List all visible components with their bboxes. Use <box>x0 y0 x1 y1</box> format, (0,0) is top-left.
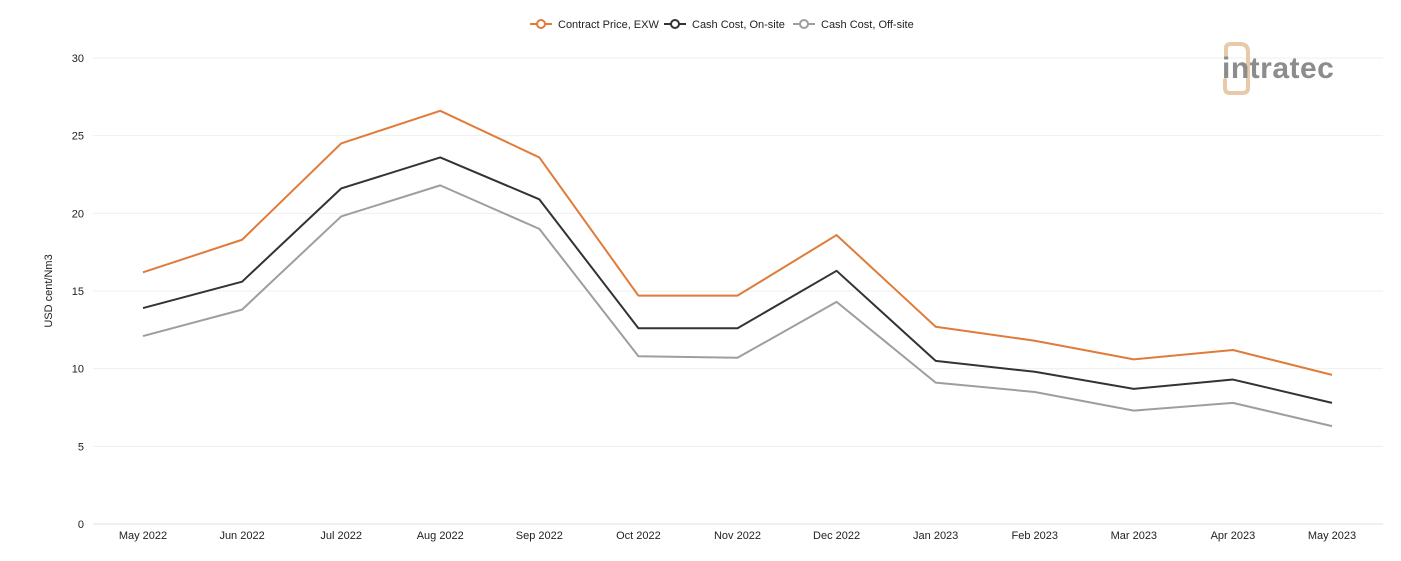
legend-label: Contract Price, EXW <box>558 19 659 31</box>
legend-item: Contract Price, EXW <box>530 19 659 31</box>
x-tick-label: Nov 2022 <box>714 530 761 542</box>
y-tick-label: 10 <box>72 364 84 376</box>
series-line-2 <box>142 156 1333 404</box>
x-axis: May 2022 Jun 2022 Jul 2022 Aug 2022 Sep 2022… <box>119 530 1356 542</box>
y-axis-label: USD cent/Nm3 <box>43 254 55 327</box>
x-tick-label: May 2022 <box>119 530 167 542</box>
legend-marker <box>536 19 546 29</box>
y-tick-label: 5 <box>78 441 84 453</box>
logo-text: intratec <box>1222 52 1334 85</box>
legend: Contract Price, EXW Cash Cost, On-site Cas… <box>530 19 914 31</box>
x-tick-label: Jan 2023 <box>913 530 958 542</box>
grid <box>93 57 1383 525</box>
legend-item: Cash Cost, Off-site <box>793 19 914 31</box>
series-lines <box>142 109 1333 428</box>
y-tick-label: 20 <box>72 208 84 220</box>
x-tick-label: May 2023 <box>1308 530 1356 542</box>
series-line-1 <box>142 109 1333 376</box>
x-tick-label: Apr 2023 <box>1211 530 1256 542</box>
x-tick-label: Dec 2022 <box>813 530 860 542</box>
x-tick-label: Feb 2023 <box>1012 530 1058 542</box>
y-tick-label: 25 <box>72 131 84 143</box>
legend-marker <box>799 19 809 29</box>
y-tick-label: 15 <box>72 286 84 298</box>
y-axis: 0 5 10 15 20 25 30 <box>72 53 84 531</box>
x-tick-label: Mar 2023 <box>1111 530 1157 542</box>
y-tick-label: 30 <box>72 53 84 65</box>
x-tick-label: Sep 2022 <box>516 530 563 542</box>
legend-label: Cash Cost, On-site <box>692 19 785 31</box>
legend-label: Cash Cost, Off-site <box>821 19 914 31</box>
x-tick-label: Oct 2022 <box>616 530 661 542</box>
x-tick-label: Jun 2022 <box>219 530 264 542</box>
intratec-logo: intratec <box>1222 42 1334 95</box>
legend-marker <box>670 19 680 29</box>
logo-mark-icon <box>1223 42 1250 95</box>
x-tick-label: Aug 2022 <box>417 530 464 542</box>
y-tick-label: 0 <box>78 519 84 531</box>
legend-item: Cash Cost, On-site <box>664 19 785 31</box>
x-tick-label: Jul 2022 <box>320 530 362 542</box>
series-line-3 <box>142 184 1333 428</box>
